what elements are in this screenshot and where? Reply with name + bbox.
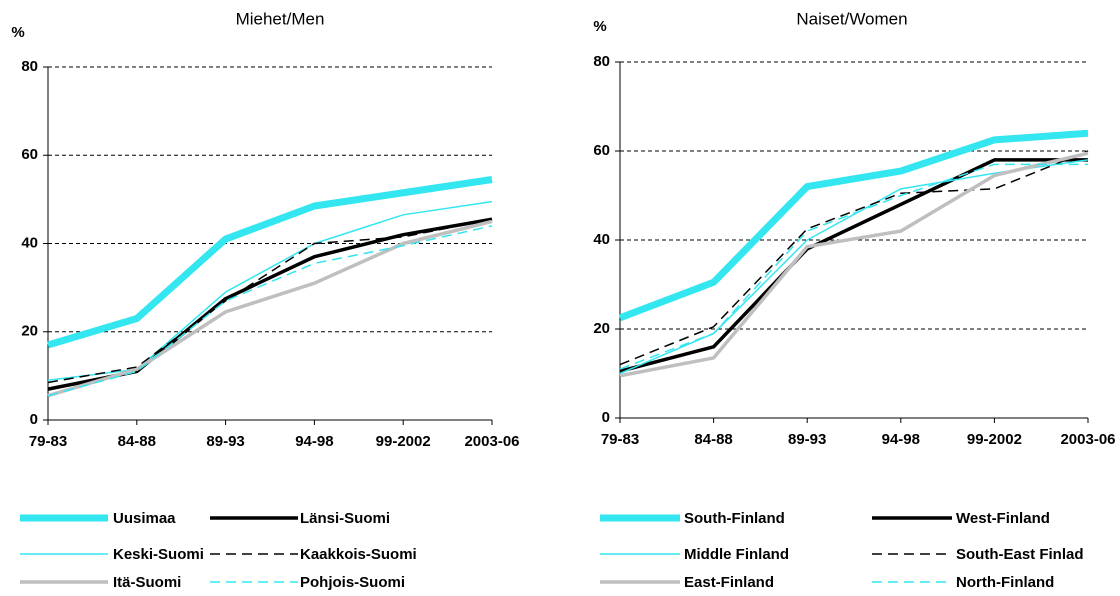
y-tick-label: 60 xyxy=(593,142,610,159)
x-tick-label: 99-2002 xyxy=(376,433,431,450)
x-tick-label: 94-98 xyxy=(882,431,920,448)
legend-label: Pohjois-Suomi xyxy=(300,574,405,591)
legend-label: Middle Finland xyxy=(684,546,789,563)
series-line xyxy=(619,163,1088,370)
series-line xyxy=(619,151,1089,378)
x-tick-label: 2003-06 xyxy=(1060,431,1115,448)
y-axis-label: % xyxy=(593,18,606,35)
x-tick-label: 2003-06 xyxy=(464,433,519,450)
legend-label: Keski-Suomi xyxy=(113,546,204,563)
y-tick-label: 40 xyxy=(593,231,610,248)
y-tick-label: 20 xyxy=(21,323,38,340)
y-tick-label: 40 xyxy=(21,234,38,251)
x-tick-label: 84-88 xyxy=(118,433,156,450)
series-line xyxy=(47,176,493,349)
x-tick-label: 79-83 xyxy=(29,433,67,450)
series-line xyxy=(618,129,1089,322)
y-tick-label: 80 xyxy=(21,58,38,75)
series-line xyxy=(619,159,1089,375)
series-line xyxy=(47,219,493,398)
legend-label: West-Finland xyxy=(956,510,1050,527)
y-axis-label: % xyxy=(11,24,24,41)
legend-label: North-Finland xyxy=(956,574,1054,591)
x-tick-label: 89-93 xyxy=(206,433,244,450)
legend-label: South-Finland xyxy=(684,510,785,527)
y-tick-label: 0 xyxy=(602,409,610,426)
series-line xyxy=(47,200,493,382)
x-tick-label: 89-93 xyxy=(788,431,826,448)
y-tick-label: 0 xyxy=(30,411,38,428)
x-tick-label: 94-98 xyxy=(295,433,333,450)
legend-label: Uusimaa xyxy=(113,510,176,527)
series-line xyxy=(619,158,1088,373)
chart-title: Miehet/Men xyxy=(236,9,325,28)
y-tick-label: 60 xyxy=(21,146,38,163)
legend-label: East-Finland xyxy=(684,574,774,591)
y-tick-label: 80 xyxy=(593,53,610,70)
x-tick-label: 99-2002 xyxy=(967,431,1022,448)
x-tick-label: 84-88 xyxy=(694,431,732,448)
series-line xyxy=(47,217,493,391)
chart-title: Naiset/Women xyxy=(796,9,907,28)
series-line xyxy=(47,225,493,397)
legend-label: Itä-Suomi xyxy=(113,574,181,591)
x-tick-label: 79-83 xyxy=(601,431,639,448)
legend-label: South-East Finlad xyxy=(956,546,1084,563)
legend-label: Kaakkois-Suomi xyxy=(300,546,417,563)
series-line xyxy=(619,150,1089,366)
legend-label: Länsi-Suomi xyxy=(300,510,390,527)
y-tick-label: 20 xyxy=(593,320,610,337)
